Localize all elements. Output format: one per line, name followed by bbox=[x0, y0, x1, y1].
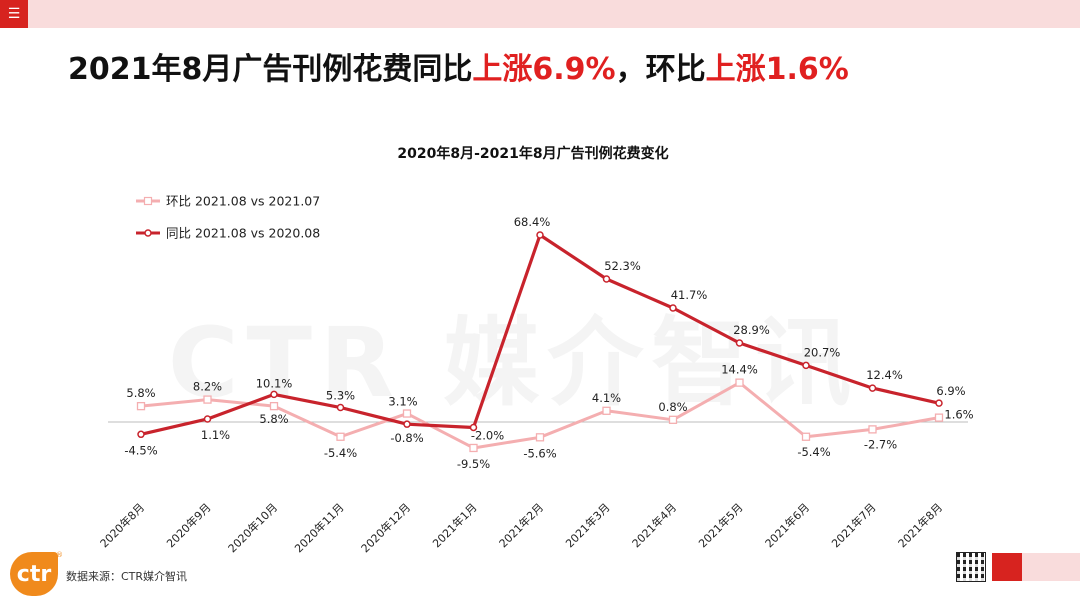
point-yoy-1 bbox=[203, 415, 212, 423]
point-mom-7 bbox=[602, 406, 611, 415]
point-yoy-7 bbox=[602, 275, 611, 283]
data-label-yoy-0: -4.5% bbox=[124, 443, 157, 457]
x-tick-label-12: 2021年8月 bbox=[895, 500, 945, 550]
x-tick-label-10: 2021年6月 bbox=[762, 500, 812, 550]
qr-code-icon[interactable] bbox=[956, 552, 986, 582]
data-label-yoy-9: 28.9% bbox=[733, 323, 770, 337]
data-label-mom-11: -2.7% bbox=[864, 437, 897, 451]
point-mom-12 bbox=[934, 413, 944, 422]
ctr-logo: ctr bbox=[10, 552, 58, 596]
data-label-yoy-12: 6.9% bbox=[936, 384, 965, 398]
x-tick-label-6: 2021年2月 bbox=[496, 500, 546, 550]
headline-yoy: 上涨6.9% bbox=[472, 52, 616, 87]
menu-icon[interactable]: ☰ bbox=[0, 0, 28, 28]
point-mom-1 bbox=[203, 395, 212, 404]
data-label-yoy-8: 41.7% bbox=[671, 288, 708, 302]
data-label-yoy-3: 5.3% bbox=[326, 389, 355, 403]
x-tick-label-8: 2021年4月 bbox=[629, 500, 679, 550]
data-label-mom-3: -5.4% bbox=[324, 446, 357, 460]
line-chart: 2020年8月-2021年8月广告刊例花费变化 环比 2021.08 vs 20… bbox=[97, 145, 974, 555]
point-mom-5 bbox=[469, 443, 478, 453]
point-yoy-8 bbox=[669, 304, 677, 312]
x-tick-label-11: 2021年7月 bbox=[828, 500, 878, 550]
data-label-mom-4: 3.1% bbox=[388, 395, 417, 409]
point-mom-9 bbox=[735, 378, 744, 387]
data-label-yoy-7: 52.3% bbox=[604, 259, 641, 273]
data-label-mom-0: 5.8% bbox=[126, 386, 155, 400]
point-mom-10 bbox=[801, 432, 811, 441]
chart-container: 2020年8月-2021年8月广告刊例花费变化 环比 2021.08 vs 20… bbox=[0, 130, 1080, 570]
point-yoy-5 bbox=[469, 423, 478, 432]
point-yoy-12 bbox=[935, 399, 943, 407]
point-mom-0 bbox=[136, 401, 146, 411]
point-mom-2 bbox=[269, 401, 279, 411]
point-yoy-3 bbox=[336, 403, 345, 412]
point-yoy-10 bbox=[802, 361, 810, 370]
headline-mid: ，环比 bbox=[615, 52, 706, 87]
data-label-yoy-4: -0.8% bbox=[390, 431, 423, 445]
top-bar bbox=[0, 0, 1080, 28]
registered-mark: ® bbox=[56, 551, 63, 559]
legend-label-yoy: 同比 2021.08 vs 2020.08 bbox=[166, 226, 320, 241]
data-label-yoy-6: 68.4% bbox=[514, 215, 551, 229]
point-mom-4 bbox=[402, 409, 412, 418]
data-label-mom-8: 0.8% bbox=[658, 400, 687, 414]
data-label-yoy-2: 10.1% bbox=[256, 376, 293, 390]
point-yoy-9 bbox=[735, 339, 744, 347]
chart-title: 2020年8月-2021年8月广告刊例花费变化 bbox=[397, 145, 668, 162]
data-label-mom-6: -5.6% bbox=[523, 446, 556, 460]
chart-legend: 环比 2021.08 vs 2021.07 同比 2021.08 vs 2020.… bbox=[136, 194, 320, 241]
page-title: 2021年8月广告刊例花费同比上涨6.9%，环比上涨1.6% bbox=[68, 44, 1048, 88]
x-tick-label-7: 2021年3月 bbox=[562, 500, 612, 550]
data-source: 数据来源：CTR媒介智讯 bbox=[66, 570, 188, 583]
brand-block-pink bbox=[1022, 553, 1080, 581]
legend-marker-mom bbox=[143, 196, 153, 206]
x-tick-label-0: 2020年8月 bbox=[97, 500, 147, 550]
point-mom-11 bbox=[868, 425, 877, 434]
legend-marker-yoy bbox=[144, 229, 152, 237]
point-yoy-6 bbox=[536, 231, 544, 239]
x-tick-label-3: 2020年11月 bbox=[291, 500, 346, 555]
logo-text: ctr bbox=[16, 561, 52, 587]
point-mom-8 bbox=[668, 415, 678, 424]
point-yoy-2 bbox=[270, 390, 278, 399]
x-tick-label-2: 2020年10月 bbox=[225, 500, 280, 555]
headline-mom: 上涨1.6% bbox=[705, 52, 849, 87]
legend-label-mom: 环比 2021.08 vs 2021.07 bbox=[166, 194, 320, 209]
data-label-mom-1: 8.2% bbox=[193, 380, 222, 394]
data-label-yoy-1: 1.1% bbox=[201, 428, 230, 442]
x-tick-label-4: 2020年12月 bbox=[358, 500, 413, 555]
data-label-yoy-10: 20.7% bbox=[804, 345, 841, 359]
brand-block-red bbox=[992, 553, 1022, 581]
x-tick-label-1: 2020年9月 bbox=[163, 500, 213, 550]
data-label-mom-9: 14.4% bbox=[721, 363, 758, 377]
point-yoy-0 bbox=[137, 430, 145, 439]
data-label-mom-12: 1.6% bbox=[944, 408, 973, 422]
x-tick-label-9: 2021年5月 bbox=[695, 500, 745, 550]
point-yoy-11 bbox=[868, 384, 877, 392]
point-mom-6 bbox=[535, 433, 545, 442]
point-yoy-4 bbox=[403, 420, 411, 428]
x-tick-label-5: 2021年1月 bbox=[429, 500, 479, 550]
data-label-yoy-5: -2.0% bbox=[471, 428, 504, 442]
data-label-yoy-11: 12.4% bbox=[866, 368, 903, 382]
data-label-mom-10: -5.4% bbox=[797, 445, 830, 459]
data-label-mom-5: -9.5% bbox=[457, 457, 490, 471]
data-label-mom-7: 4.1% bbox=[592, 391, 621, 405]
point-mom-3 bbox=[336, 432, 345, 441]
headline-prefix: 2021年8月广告刊例花费同比 bbox=[68, 52, 473, 87]
data-label-mom-2: 5.8% bbox=[259, 412, 288, 426]
